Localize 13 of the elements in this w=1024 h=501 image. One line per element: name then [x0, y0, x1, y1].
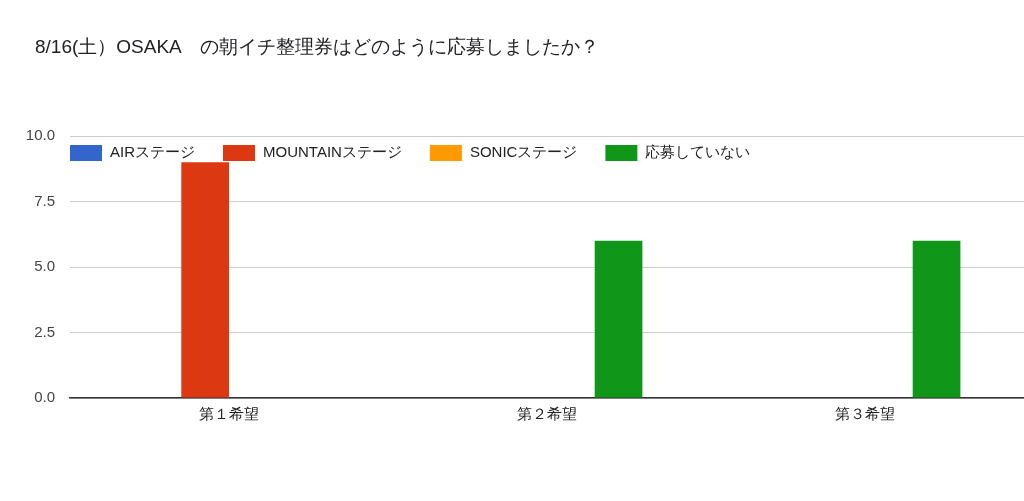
- legend-label: 応募していない: [645, 143, 751, 161]
- x-tick-label: 第１希望: [199, 405, 259, 423]
- legend-label: AIRステージ: [110, 143, 196, 161]
- y-tick-label: 10.0: [25, 126, 55, 144]
- y-tick-label: 5.0: [34, 257, 55, 275]
- legend-label: SONICステージ: [469, 143, 578, 161]
- y-tick-label: 2.5: [34, 322, 55, 340]
- x-tick-label: 第３希望: [835, 405, 895, 423]
- y-tick-label: 0.0: [34, 388, 55, 406]
- chart-title: 8/16(土）OSAKA の朝イチ整理券はどのように応募しましたか？: [35, 35, 599, 59]
- legend-label: MOUNTAINステージ: [263, 143, 402, 161]
- y-tick-label: 7.5: [34, 191, 55, 209]
- x-tick-label: 第２希望: [517, 405, 577, 423]
